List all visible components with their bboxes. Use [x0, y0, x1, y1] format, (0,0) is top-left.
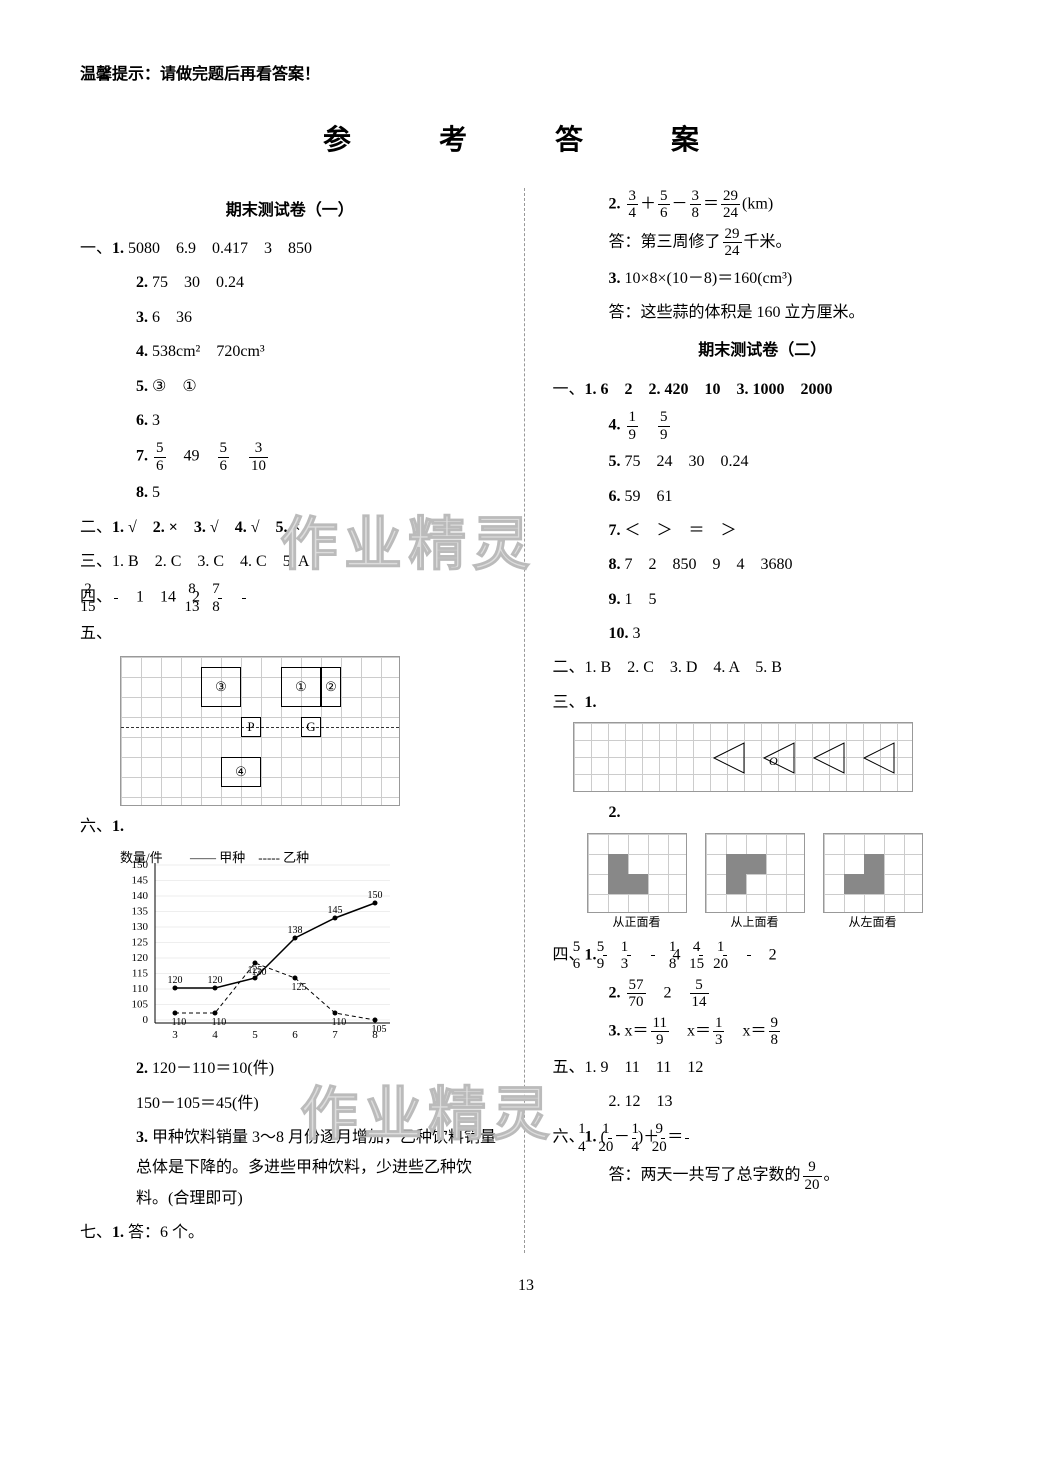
svg-text:120: 120 [132, 952, 149, 964]
view-top: 从上面看 [705, 833, 805, 913]
views-row: 从正面看 从上面看 从左面看 [587, 833, 973, 913]
right-column: 2. 34＋56－38＝2924(km) 答：第三周修了2924千米。 3. 1… [545, 188, 973, 1253]
grid-diagram: ③①② P G ④ [120, 656, 400, 806]
q3-l1: 三、1. [553, 688, 973, 718]
svg-text:110: 110 [132, 983, 149, 995]
q1-l6: 6. 59 61 [553, 482, 973, 512]
s1-i3: 3. 6 36 [80, 303, 500, 333]
q4-l1: 四、1. 56 59 13 4 18 415 120 2 [553, 939, 973, 973]
q6-l1: 六、1. (14－120)＋14＝920 [553, 1121, 973, 1155]
q1-l7: 7. ＜ ＞ ＝ ＞ [553, 516, 973, 546]
s1-i6: 6. 3 [80, 406, 500, 436]
sect2-heading: 期末测试卷（二） [553, 336, 973, 366]
grid-box: ③ [201, 667, 241, 707]
q1-l9: 9. 1 5 [553, 585, 973, 615]
svg-text:138: 138 [288, 925, 303, 936]
svg-text:0: 0 [143, 1014, 149, 1026]
q1-l10: 10. 3 [553, 619, 973, 649]
chart-svg: 1501451401351301251201151101050345678月份1… [100, 848, 400, 1048]
left-column: 期末测试卷（一） 一、1. 5080 6.9 0.417 3 850 2. 75… [80, 188, 525, 1253]
svg-text:150: 150 [368, 890, 383, 901]
svg-text:125: 125 [292, 982, 307, 993]
s6: 六、1. [80, 812, 500, 842]
svg-text:120: 120 [208, 975, 223, 986]
q1-l4: 4. 19 59 [553, 409, 973, 443]
svg-text:6: 6 [292, 1029, 298, 1041]
svg-text:120: 120 [168, 975, 183, 986]
svg-text:115: 115 [132, 968, 149, 980]
svg-text:145: 145 [328, 905, 343, 916]
svg-text:140: 140 [132, 890, 149, 902]
svg-text:125: 125 [132, 937, 149, 949]
s1-i1: 一、1. 5080 6.9 0.417 3 850 [80, 234, 500, 264]
svg-text:7: 7 [332, 1029, 338, 1041]
s1-i4: 4. 538cm² 720cm³ [80, 337, 500, 367]
triangle-grid: O [573, 722, 913, 792]
sect1-heading: 期末测试卷（一） [80, 196, 500, 226]
s1-i2: 2. 75 30 0.24 [80, 268, 500, 298]
s7: 七、1. 答：6 个。 [80, 1218, 500, 1248]
svg-text:105: 105 [132, 999, 149, 1011]
grid-box: G [301, 717, 321, 737]
q4-l3: 3. x＝119 x＝13 x＝98 [553, 1015, 973, 1049]
grid-box: ② [321, 667, 341, 707]
svg-text:130: 130 [132, 921, 149, 933]
q4-l2: 2. 5770 2 514 [553, 977, 973, 1011]
r3-ans: 答：这些蒜的体积是 160 立方厘米。 [553, 298, 973, 328]
q1-l1: 一、1. 6 2 2. 420 10 3. 1000 2000 [553, 375, 973, 405]
s2: 二、1. √ 2. × 3. √ 4. √ 5. × [80, 513, 500, 543]
page-number: 13 [80, 1271, 972, 1301]
svg-text:5: 5 [252, 1029, 258, 1041]
r2: 2. 34＋56－38＝2924(km) [553, 188, 973, 222]
line-chart: 数量/件 —— 甲种 ----- 乙种 15014514013513012512… [100, 848, 400, 1048]
s1-i8: 8. 5 [80, 478, 500, 508]
main-title: 参 考 答 案 [80, 114, 972, 167]
q1-l8: 8. 7 2 850 9 4 3680 [553, 550, 973, 580]
tip-text: 温馨提示：请做完题后再看答案！ [80, 60, 972, 90]
s4: 四、215 1 14 2 813 78 [80, 581, 500, 615]
svg-text:4: 4 [212, 1029, 218, 1041]
s1-i7: 7. 56 49 56 310 [80, 440, 500, 474]
view-left: 从左面看 [823, 833, 923, 913]
svg-text:105: 105 [372, 1024, 387, 1035]
q1-l5: 5. 75 24 30 0.24 [553, 447, 973, 477]
s3: 三、1. B 2. C 3. C 4. C 5. A [80, 547, 500, 577]
svg-text:110: 110 [212, 1017, 227, 1028]
r3: 3. 10×8×(10－8)＝160(cm³) [553, 264, 973, 294]
q2: 二、1. B 2. C 3. D 4. A 5. B [553, 653, 973, 683]
r2-ans: 答：第三周修了2924千米。 [553, 226, 973, 260]
svg-text:150: 150 [132, 859, 149, 871]
grid-box: ④ [221, 757, 261, 787]
s6-2b: 150－105＝45(件) [80, 1089, 500, 1119]
q5-l1: 五、1. 9 11 11 12 [553, 1053, 973, 1083]
svg-text:130: 130 [252, 967, 267, 978]
svg-text:135: 135 [132, 906, 149, 918]
s1-i5: 5. ③ ① [80, 372, 500, 402]
s6-2a: 2. 120－110＝10(件) [80, 1054, 500, 1084]
s6-3: 3. 甲种饮料销量 3～8 月份逐月增加，乙种饮料销量总体是下降的。多进些甲种饮… [80, 1123, 500, 1214]
svg-text:O: O [769, 754, 778, 768]
svg-text:3: 3 [172, 1029, 178, 1041]
q5-l2: 2. 12 13 [553, 1087, 973, 1117]
q3-l2: 2. [553, 798, 973, 828]
s5-prefix: 五、 [80, 619, 500, 649]
grid-box: ① [281, 667, 321, 707]
view-front: 从正面看 [587, 833, 687, 913]
grid-box: P [241, 717, 261, 737]
svg-text:110: 110 [332, 1017, 347, 1028]
q6-ans: 答：两天一共写了总字数的920。 [553, 1159, 973, 1193]
svg-text:110: 110 [172, 1017, 187, 1028]
svg-text:145: 145 [132, 875, 149, 887]
